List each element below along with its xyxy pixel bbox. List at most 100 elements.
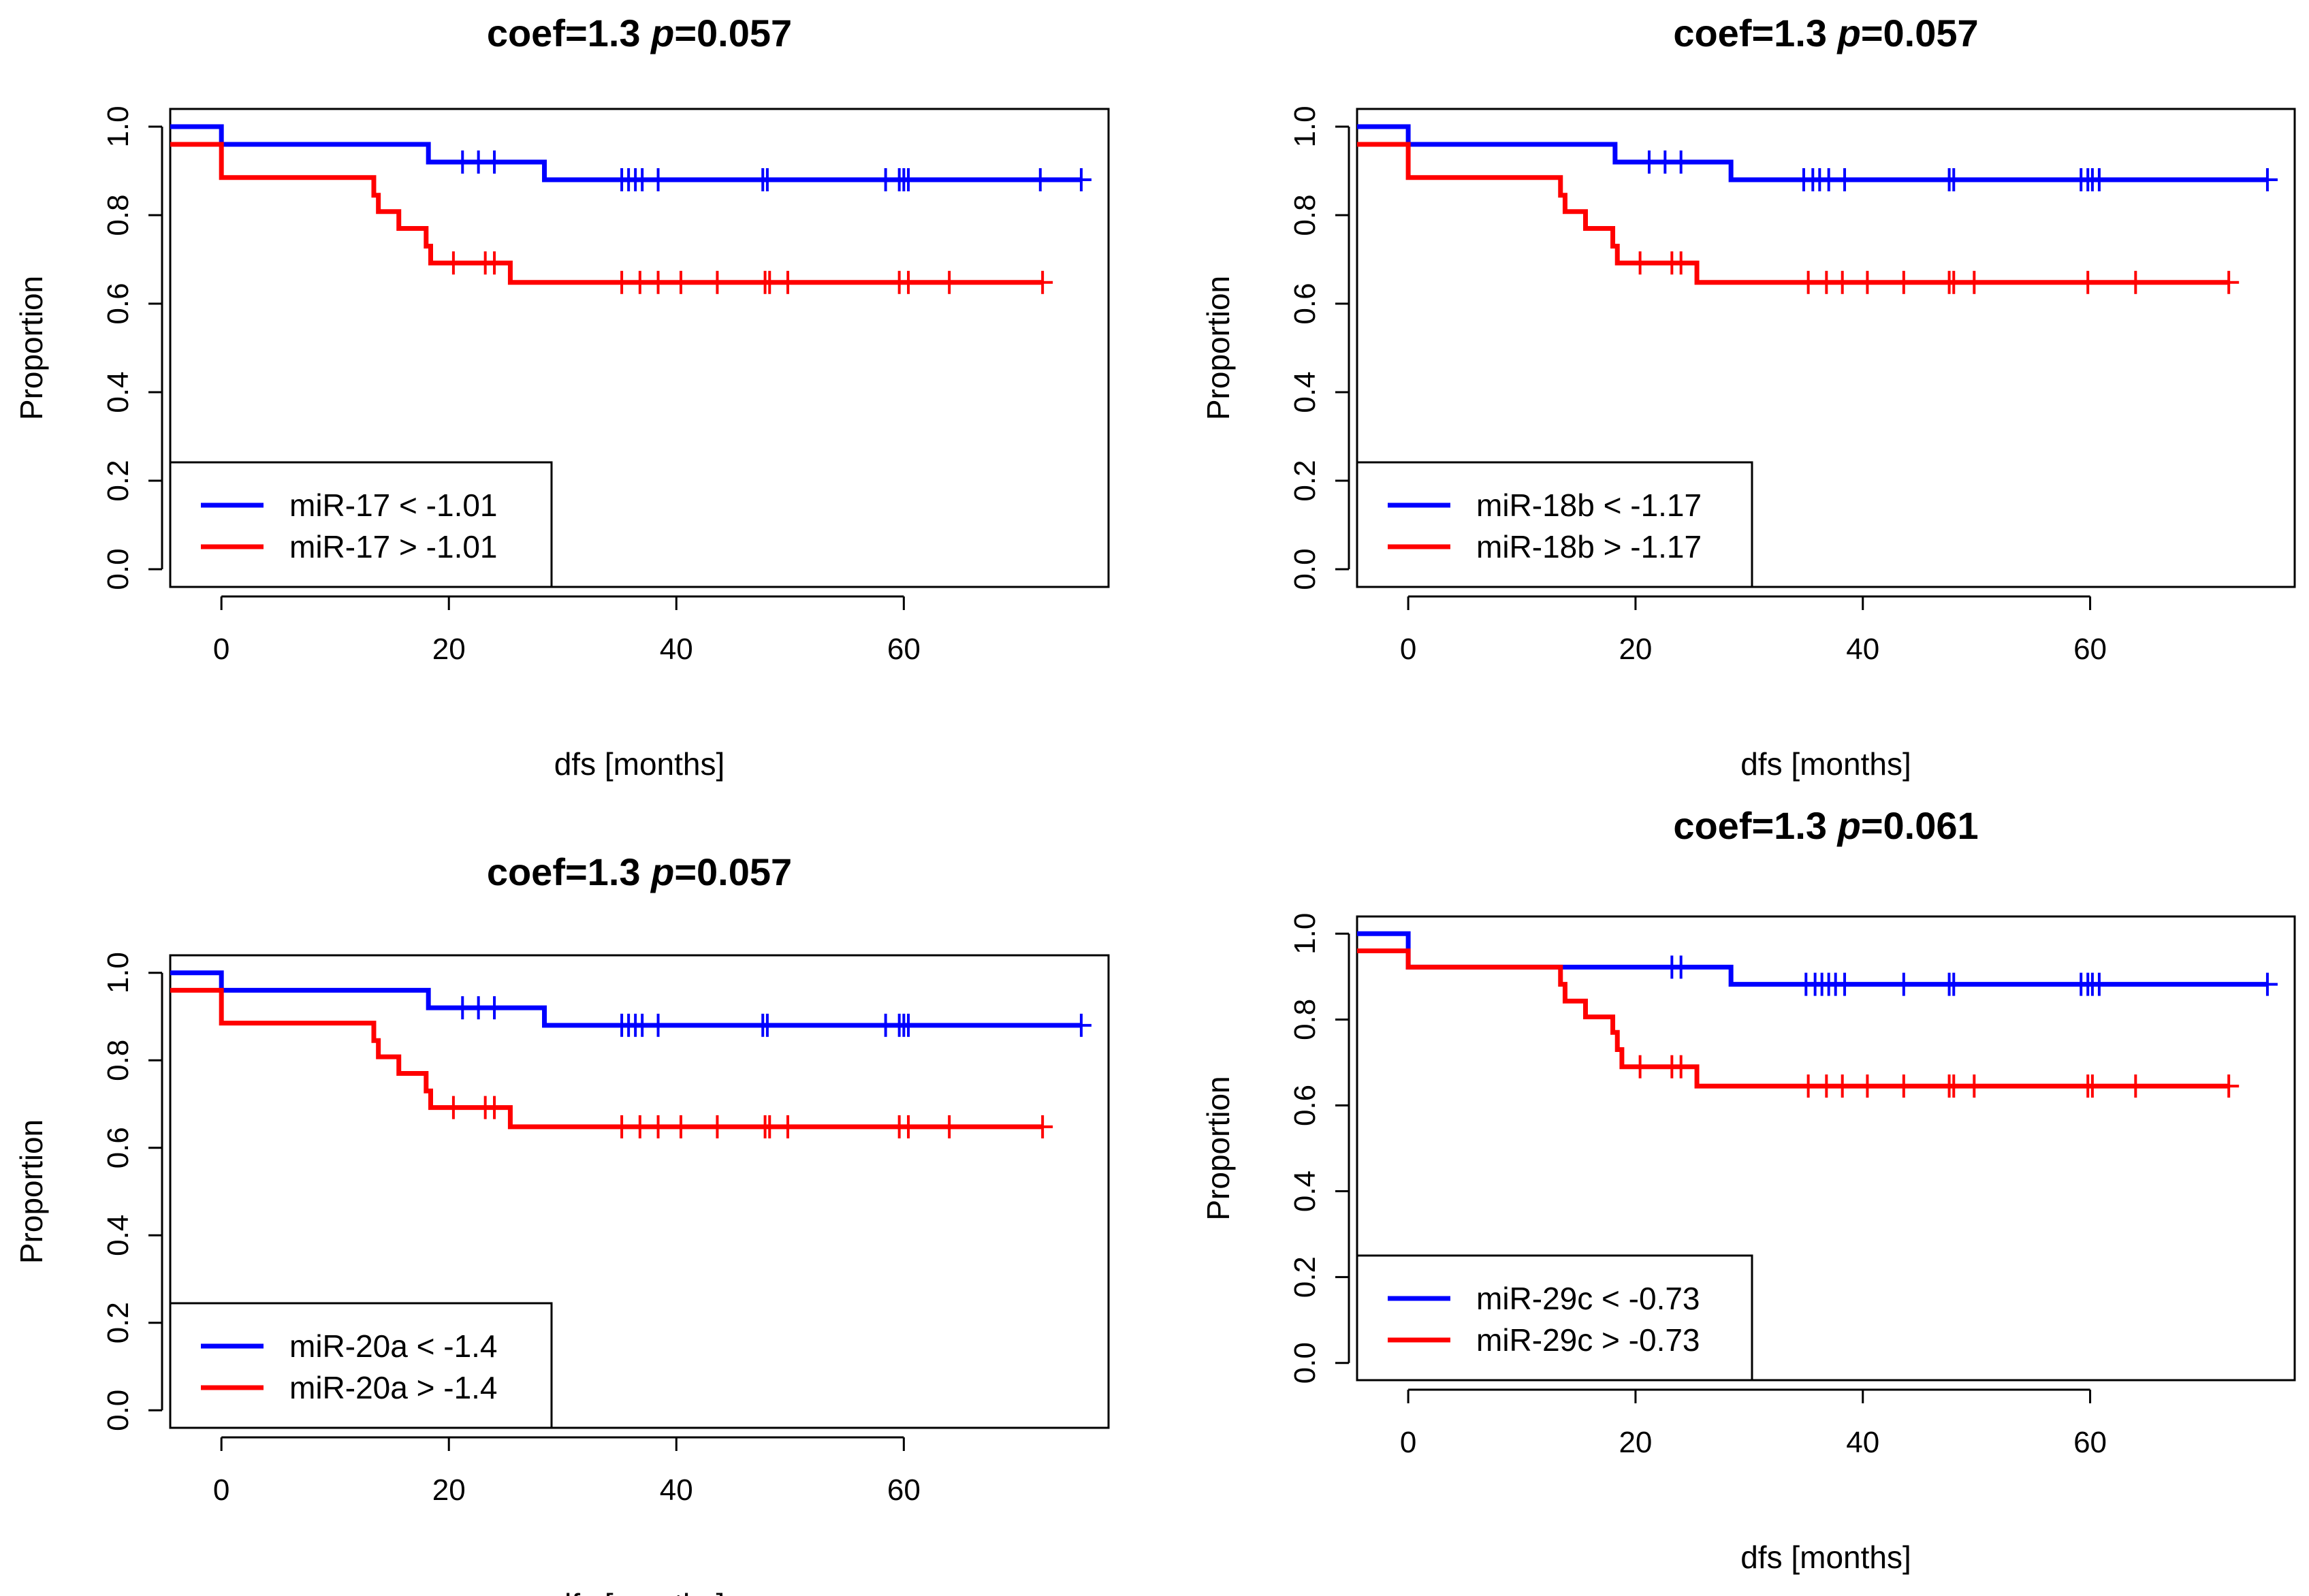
title-coef: coef=1.3 <box>487 850 651 893</box>
x-axis-label: dfs [months] <box>1740 746 1911 782</box>
survival-curve <box>1357 948 2229 1089</box>
title-p-value: =0.057 <box>674 850 792 893</box>
legend-label: miR-17 > -1.01 <box>289 529 498 564</box>
y-tick-label: 0.6 <box>1288 1085 1322 1126</box>
legend-box <box>169 461 553 588</box>
y-tick-label: 1.0 <box>101 106 135 147</box>
x-tick-label: 40 <box>1846 1426 1879 1459</box>
title-coef: coef=1.3 <box>487 12 651 54</box>
legend-box <box>1356 461 1753 588</box>
km-panel-2: coef=1.3 p=0.057 0 20 40 60 dfs [months] 0.0 0.… <box>1200 12 2296 782</box>
series-high <box>170 142 1053 294</box>
y-tick-label: 0.6 <box>101 1127 135 1168</box>
x-axis-label: dfs [months] <box>554 1587 725 1596</box>
plot-frame <box>169 108 1110 588</box>
survival-curve <box>1357 124 2267 182</box>
series-high <box>1357 948 2240 1098</box>
y-tick-label: 0.2 <box>101 460 135 501</box>
survival-curve <box>170 970 1081 1028</box>
survival-curve <box>170 987 1043 1130</box>
series-low <box>170 970 1092 1037</box>
survival-curve <box>170 142 1043 285</box>
legend-label: miR-17 < -1.01 <box>289 488 498 523</box>
chart-title: coef=1.3 p=0.057 <box>487 850 792 893</box>
km-panel-3: coef=1.3 p=0.057 0 20 40 60 dfs [months] 0.0 0.… <box>14 850 1110 1596</box>
survival-curve <box>170 124 1081 182</box>
y-tick-label: 0.4 <box>101 1215 135 1256</box>
chart-title: coef=1.3 p=0.057 <box>1673 12 1978 54</box>
title-coef: coef=1.3 <box>1673 804 1837 847</box>
plot-frame <box>169 954 1110 1429</box>
y-tick-label: 1.0 <box>1288 106 1322 147</box>
y-tick-label: 0.8 <box>1288 194 1322 236</box>
legend: miR-20a < -1.4 miR-20a > -1.4 <box>169 1302 553 1429</box>
x-tick-label: 20 <box>1619 1426 1652 1459</box>
y-tick-label: 0.2 <box>101 1302 135 1343</box>
title-p-label: p <box>650 12 674 54</box>
series-low <box>1357 124 2278 191</box>
y-tick-label: 0.6 <box>1288 283 1322 324</box>
y-axis-label: Proportion <box>14 1119 49 1264</box>
x-tick-label: 60 <box>2073 633 2107 666</box>
x-tick-label: 20 <box>1619 633 1652 666</box>
y-axis-label: Proportion <box>1200 1076 1236 1220</box>
km-panel-4: coef=1.3 p=0.061 0 20 40 60 dfs [months] 0.0 0.… <box>1200 804 2296 1575</box>
x-tick-label: 20 <box>432 1473 466 1507</box>
legend-label: miR-29c < -0.73 <box>1476 1281 1700 1316</box>
x-tick-label: 60 <box>887 633 921 666</box>
x-tick-label: 0 <box>213 633 229 666</box>
title-p-value: =0.061 <box>1861 804 1979 847</box>
plot-frame <box>1356 915 2296 1382</box>
survival-curve <box>1357 142 2229 285</box>
y-tick-label: 0.0 <box>1288 548 1322 590</box>
y-tick-label: 0.4 <box>1288 371 1322 413</box>
x-tick-label: 40 <box>660 1473 693 1507</box>
y-tick-label: 0.6 <box>101 283 135 324</box>
legend-label: miR-18b < -1.17 <box>1476 488 1702 523</box>
x-axis-label: dfs [months] <box>554 746 725 782</box>
y-tick-label: 0.2 <box>1288 460 1322 501</box>
km-panel-1: coef=1.3 p=0.057 0 20 40 60 dfs [months] 0.0 0.… <box>14 12 1110 782</box>
legend: miR-17 < -1.01 miR-17 > -1.01 <box>169 461 553 588</box>
y-tick-label: 0.8 <box>101 194 135 236</box>
title-coef: coef=1.3 <box>1673 12 1837 54</box>
y-tick-label: 0.8 <box>101 1040 135 1081</box>
legend: miR-29c < -0.73 miR-29c > -0.73 <box>1356 1254 1753 1382</box>
x-tick-label: 0 <box>1400 633 1416 666</box>
chart-title: coef=1.3 p=0.057 <box>487 12 792 54</box>
title-p-label: p <box>1836 12 1861 54</box>
chart-title: coef=1.3 p=0.061 <box>1673 804 1978 847</box>
y-tick-label: 0.4 <box>1288 1170 1322 1212</box>
title-p-label: p <box>1836 804 1861 847</box>
x-tick-label: 60 <box>2073 1426 2107 1459</box>
plot-frame <box>1356 108 2296 588</box>
series-high <box>170 987 1053 1138</box>
title-p-label: p <box>650 850 674 893</box>
y-tick-label: 0.0 <box>101 1390 135 1431</box>
x-tick-label: 60 <box>887 1473 921 1507</box>
x-axis-label: dfs [months] <box>1740 1539 1911 1575</box>
legend-label: miR-18b > -1.17 <box>1476 529 1702 564</box>
x-tick-label: 40 <box>1846 633 1879 666</box>
series-low <box>170 124 1092 191</box>
x-tick-label: 0 <box>213 1473 229 1507</box>
y-axis-label: Proportion <box>1200 276 1236 420</box>
legend-label: miR-20a < -1.4 <box>289 1328 498 1364</box>
y-tick-label: 0.4 <box>101 371 135 413</box>
legend: miR-18b < -1.17 miR-18b > -1.17 <box>1356 461 1753 588</box>
x-tick-label: 40 <box>660 633 693 666</box>
y-tick-label: 0.0 <box>101 548 135 590</box>
legend-box <box>1356 1254 1753 1382</box>
series-low <box>1357 931 2278 996</box>
title-p-value: =0.057 <box>674 12 792 54</box>
y-tick-label: 1.0 <box>101 952 135 993</box>
legend-box <box>169 1302 553 1429</box>
y-tick-label: 0.2 <box>1288 1256 1322 1298</box>
series-high <box>1357 142 2240 294</box>
y-tick-label: 0.0 <box>1288 1342 1322 1384</box>
title-p-value: =0.057 <box>1861 12 1979 54</box>
y-tick-label: 0.8 <box>1288 999 1322 1040</box>
y-axis-label: Proportion <box>14 276 49 420</box>
survival-curve <box>1357 931 2267 987</box>
